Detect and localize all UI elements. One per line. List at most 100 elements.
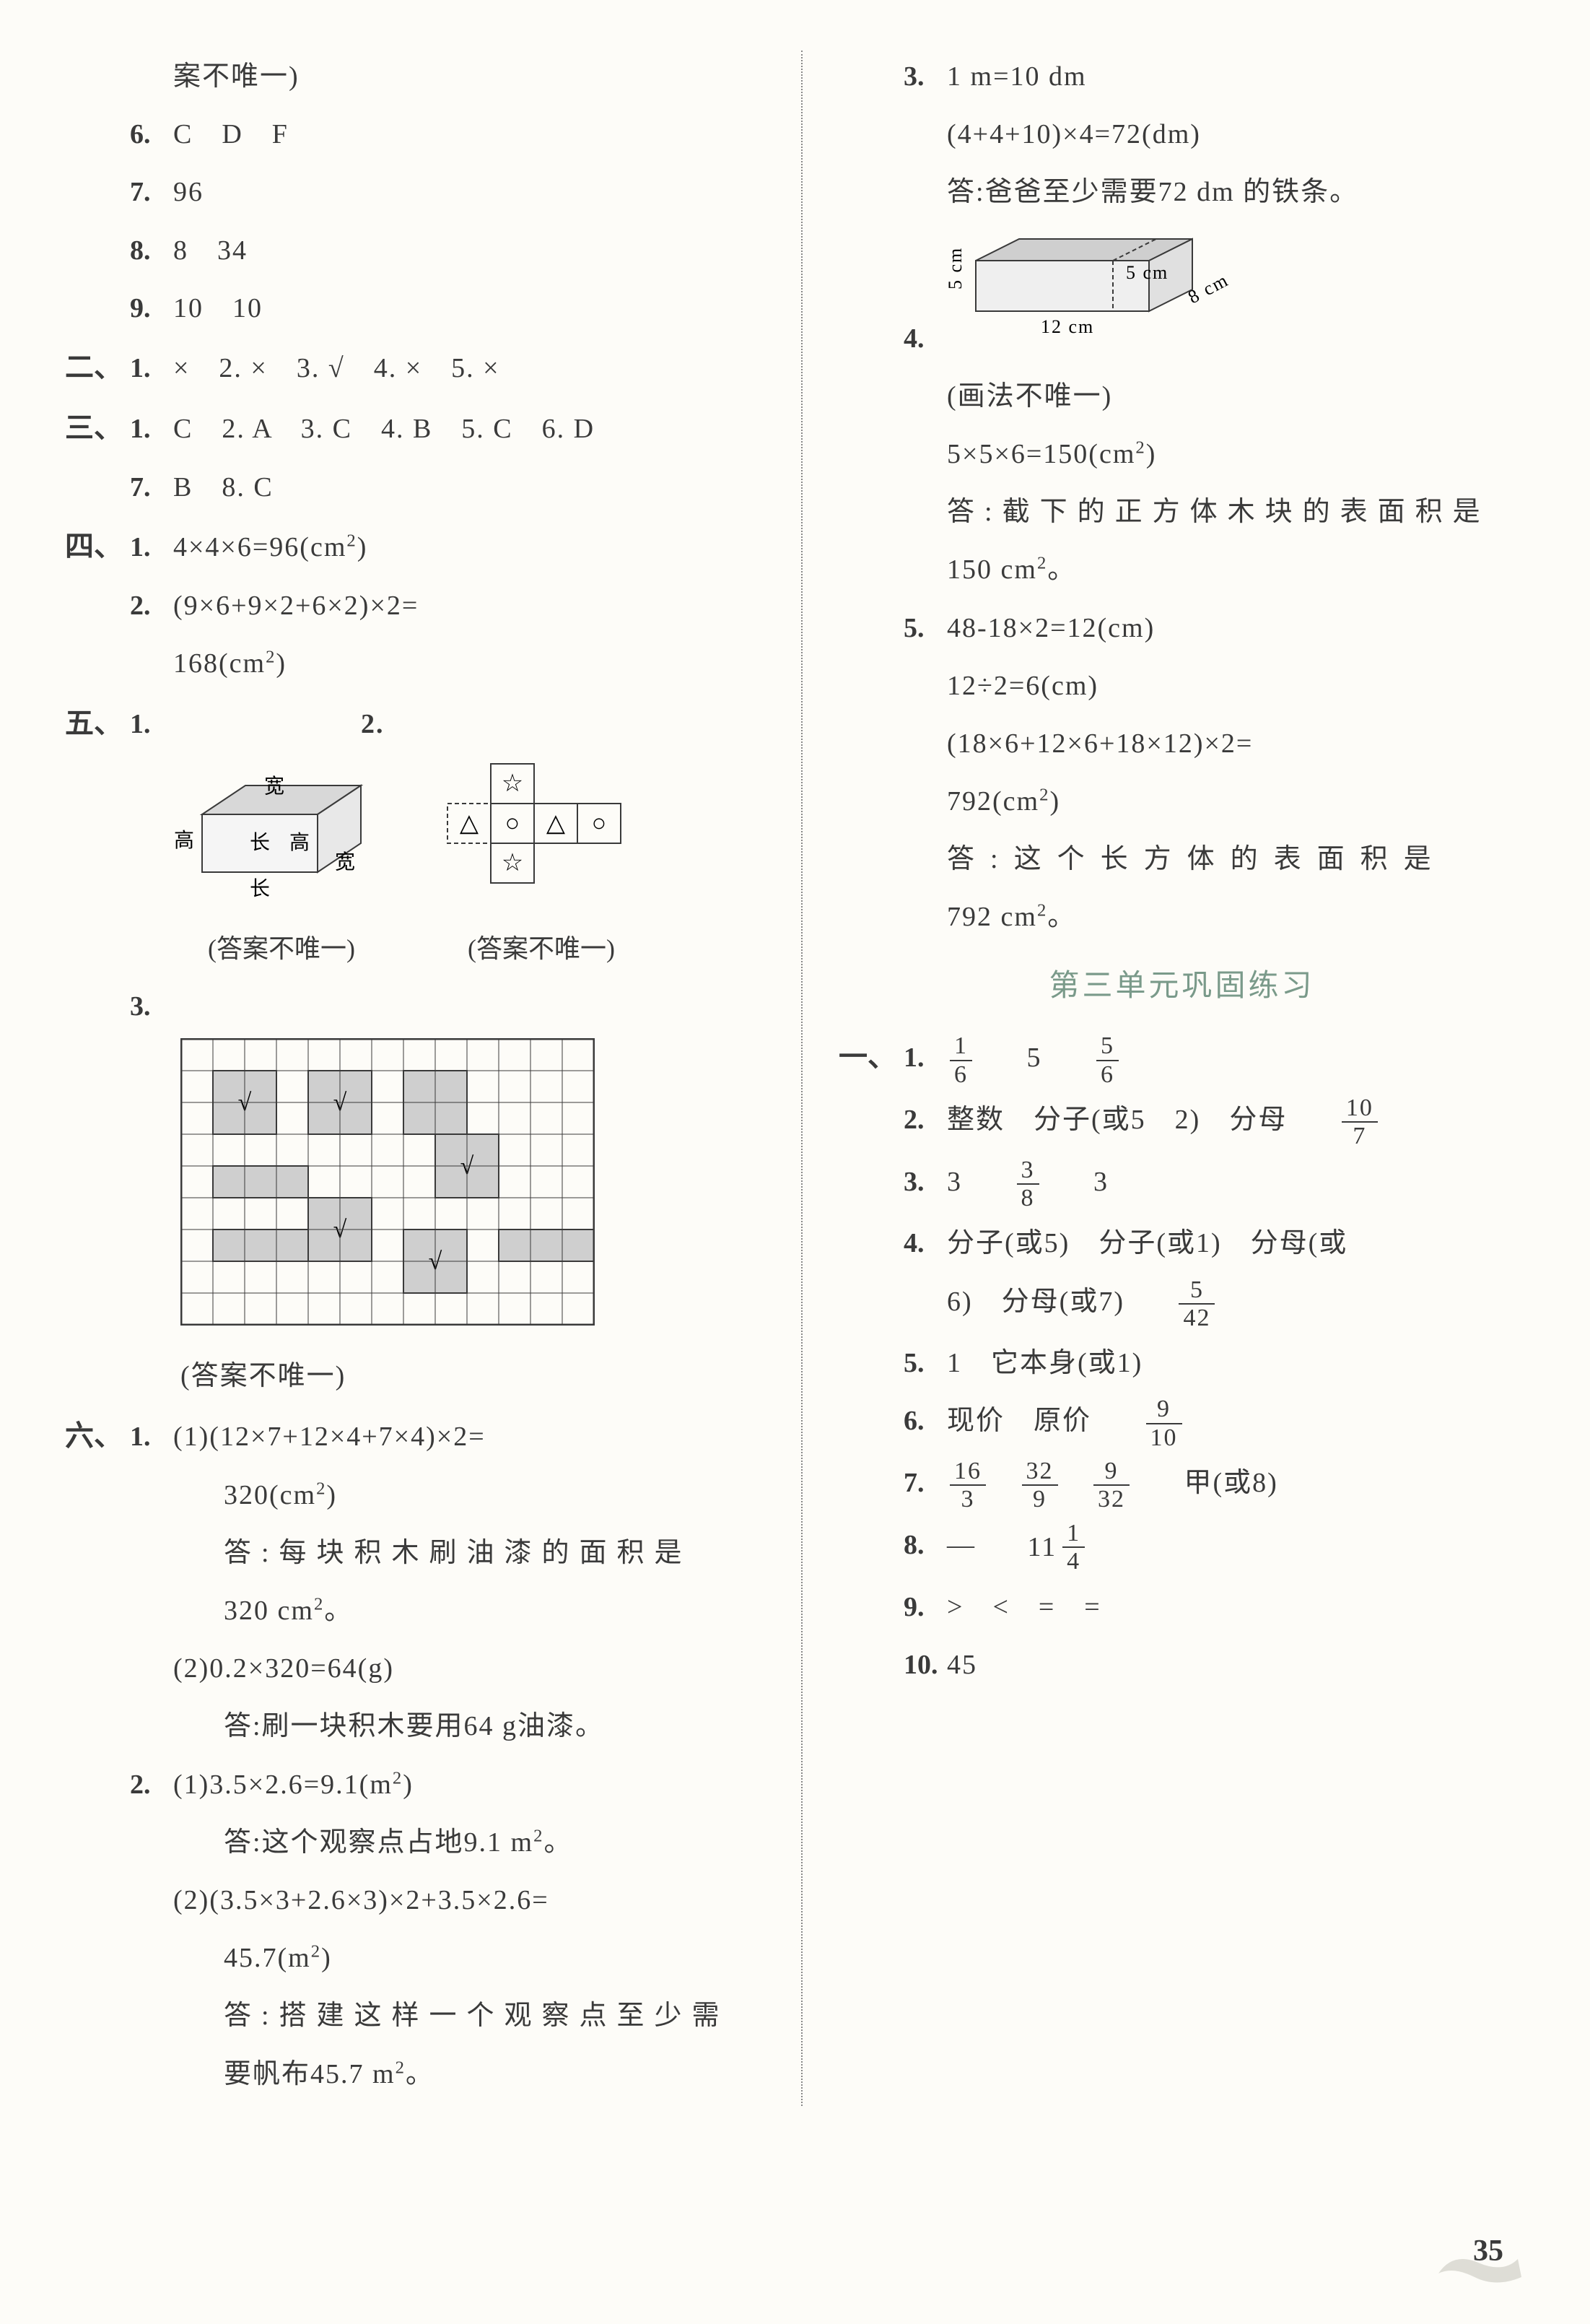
text-line: (18×6+12×6+18×12)×2= <box>839 718 1525 770</box>
text: 792 cm2。 <box>947 891 1525 943</box>
text: (1)3.5×2.6=9.1(m2) <box>173 1759 765 1811</box>
section-4: 四、 1. 4×4×6=96(cm2) <box>65 519 765 574</box>
unit-section-1: 一、 1. 16 5 56 <box>839 1030 1525 1088</box>
text: 163 329 932 甲(或8) <box>947 1457 1525 1513</box>
page-number: 35 <box>1473 2223 1503 2281</box>
item: 7. 96 <box>65 166 765 218</box>
item: 4. 5 cm 5 cm 12 cm 8 cm <box>839 225 1525 365</box>
text-line: (2)(3.5×3+2.6×3)×2+3.5×2.6= <box>65 1874 765 1926</box>
cuboid-diagram: 宽 高 长 高 宽 长 (答案不唯一) <box>173 757 390 974</box>
label-gao: 高 <box>289 831 310 854</box>
item-num: 9. <box>904 1581 947 1633</box>
item-num: 4. <box>904 313 947 365</box>
dim-cube: 5 cm <box>1126 262 1169 283</box>
text: 要帆布45.7 m2。 <box>224 2048 765 2100</box>
text: 答:这个长方体的表面积是 <box>947 833 1525 885</box>
item-num: 3. <box>904 1156 947 1208</box>
item: 10. 45 <box>839 1639 1525 1691</box>
text: (答案不唯一) <box>180 1350 765 1402</box>
item: 3. 3 38 3 <box>839 1156 1525 1212</box>
text: 3 38 3 <box>947 1156 1525 1212</box>
section-title: 第三单元巩固练习 <box>839 958 1525 1016</box>
text-line: (4+4+10)×4=72(dm) <box>839 108 1525 160</box>
text: 答:截下的正方体木块的表面积是 <box>947 486 1525 538</box>
text: 45 <box>947 1639 1525 1691</box>
item-num: 2. <box>904 1094 947 1146</box>
item-num: 1. <box>130 698 173 750</box>
section-label: 三、 <box>65 401 130 456</box>
text-line: 792 cm2。 <box>839 891 1525 943</box>
section-label: 四、 <box>65 519 130 574</box>
item: 4. 分子(或5) 分子(或1) 分母(或 <box>839 1217 1525 1269</box>
item-num: 7. <box>130 461 173 513</box>
text: B 8. C <box>173 461 765 513</box>
section-2: 二、 1. × 2. × 3. √ 4. × 5. × <box>65 340 765 395</box>
item-num: 8. <box>904 1519 947 1571</box>
dim-h: 5 cm <box>947 246 966 289</box>
item: 5. 1 它本身(或1) <box>839 1337 1525 1389</box>
text-line: 320(cm2) <box>65 1469 765 1521</box>
item-num: 3. <box>904 51 947 103</box>
item-num: 6. <box>904 1395 947 1447</box>
text-line: 45.7(m2) <box>65 1932 765 1984</box>
text: 2. <box>173 698 765 750</box>
svg-text:☆: ☆ <box>502 770 523 797</box>
section-label: 一、 <box>839 1030 904 1084</box>
caption: (答案不唯一) <box>65 1350 765 1402</box>
text: (9×6+9×2+6×2)×2= <box>173 580 765 632</box>
left-column: 案不唯一) 6. C D F 7. 96 8. 8 34 9. 10 10 二、… <box>65 51 765 2106</box>
svg-text:○: ○ <box>505 810 520 837</box>
item-num: 2. <box>130 1759 173 1811</box>
label-chang: 长 <box>250 877 270 900</box>
item-num: 5. <box>904 1337 947 1389</box>
item: 7. 163 329 932 甲(或8) <box>839 1457 1525 1513</box>
caption: (答案不唯一) <box>433 924 650 973</box>
label-kuan: 宽 <box>264 775 284 798</box>
right-column: 3. 1 m=10 dm (4+4+10)×4=72(dm) 答:爸爸至少需要7… <box>839 51 1525 2106</box>
figure-row: 宽 高 长 高 宽 长 (答案不唯一) <box>173 757 765 974</box>
section-5: 五、 1. 2. <box>65 696 765 751</box>
item-num: 6. <box>130 108 173 160</box>
text: > < = = <box>947 1581 1525 1633</box>
text-line: 答:截下的正方体木块的表面积是 <box>839 486 1525 538</box>
text: 48-18×2=12(cm) <box>947 602 1525 654</box>
item: 8. — 1114 <box>839 1519 1525 1575</box>
text: 答:每块积木刷油漆的面积是 <box>224 1527 765 1579</box>
item: 5. 48-18×2=12(cm) <box>839 602 1525 654</box>
item: 2. (9×6+9×2+6×2)×2= <box>65 580 765 632</box>
text: 320 cm2。 <box>224 1585 765 1637</box>
text: 现价 原价 910 <box>947 1395 1525 1451</box>
item: 8. 8 34 <box>65 225 765 277</box>
svg-text:☆: ☆ <box>502 850 523 876</box>
label-chang: 长 <box>250 831 270 854</box>
text: (2)(3.5×3+2.6×3)×2+3.5×2.6= <box>173 1874 765 1926</box>
text: 答:这个观察点占地9.1 m2。 <box>224 1816 765 1868</box>
item-num: 7. <box>904 1457 947 1509</box>
text: 10 10 <box>173 282 765 334</box>
item-num: 1. <box>130 1411 173 1463</box>
text: 150 cm2。 <box>947 544 1525 596</box>
item: 2. 整数 分子(或5 2) 分母 107 <box>839 1094 1525 1150</box>
text-line: 6) 分母(或7) 542 <box>839 1276 1525 1332</box>
text-line: 答:这个长方体的表面积是 <box>839 833 1525 885</box>
net-diagram: ☆ △ ○ △ ○ ☆ (答案不唯一) <box>433 757 650 974</box>
text-line: 答:每块积木刷油漆的面积是 <box>65 1527 765 1579</box>
text-line: 12÷2=6(cm) <box>839 660 1525 712</box>
item-num: 4. <box>904 1217 947 1269</box>
text: 整数 分子(或5 2) 分母 107 <box>947 1094 1525 1150</box>
section-label: 二、 <box>65 340 130 395</box>
item: 6. C D F <box>65 108 765 160</box>
text-line: 答:刷一块积木要用64 g油漆。 <box>65 1700 765 1752</box>
text-line: 150 cm2。 <box>839 544 1525 596</box>
section-label: 五、 <box>65 696 130 751</box>
text: (2)0.2×320=64(g) <box>173 1642 765 1694</box>
svg-text:△: △ <box>546 810 566 837</box>
item: 9. > < = = <box>839 1581 1525 1633</box>
text: 168(cm2) <box>173 637 765 689</box>
text-line: 168(cm2) <box>65 637 765 689</box>
item: 9. 10 10 <box>65 282 765 334</box>
text: C D F <box>173 108 765 160</box>
text-line: 要帆布45.7 m2。 <box>65 2048 765 2100</box>
caption: (答案不唯一) <box>173 924 390 973</box>
text: 答:搭建这样一个观察点至少需 <box>224 1990 765 2042</box>
